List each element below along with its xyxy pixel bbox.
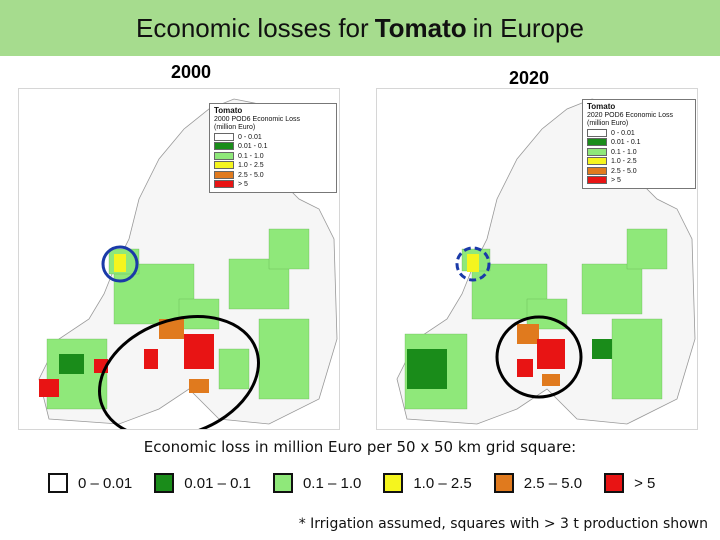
inset-line2: (million Euro) <box>214 124 256 132</box>
legend-label: 0 – 0.01 <box>78 474 133 492</box>
legend-label: 2.5 – 5.0 <box>523 474 583 492</box>
highlight-circle-blue-2000 <box>101 245 139 283</box>
legend-swatch <box>493 473 514 493</box>
legend-swatch <box>272 473 293 493</box>
inset-class-1: 0.01 - 0.1 <box>214 142 332 151</box>
inset-class-4: 2.5 - 5.0 <box>214 170 332 180</box>
inset-class-1: 0.01 - 0.1 <box>587 138 691 147</box>
inset-class-2: 0.1 - 1.0 <box>214 151 332 161</box>
grid-hotspots-2020 <box>407 254 612 389</box>
grid-hotspots-2000 <box>39 254 214 397</box>
highlight-circle-blue-2020 <box>455 246 491 282</box>
inset-line1: 2020 POD6 Economic Loss <box>587 111 673 119</box>
legend-swatch <box>48 473 68 493</box>
map-2000: Tomato 2000 POD6 Economic Loss (million … <box>18 88 340 430</box>
title-suffix: in Europe <box>472 12 584 43</box>
title-crop: Tomato <box>374 12 467 43</box>
legend-item-1: 0.01 – 0.1 <box>154 473 251 493</box>
inset-class-2: 0.1 - 1.0 <box>587 147 691 157</box>
legend-item-3: 1.0 – 2.5 <box>383 473 472 493</box>
map-2020-inset-legend: Tomato 2020 POD6 Economic Loss (million … <box>582 99 696 190</box>
map-2000-inset-legend: Tomato 2000 POD6 Economic Loss (million … <box>209 103 337 194</box>
inset-class-0: 0 - 0.01 <box>214 132 332 142</box>
year-label-2020: 2020 <box>509 68 550 88</box>
legend-item-2: 0.1 – 1.0 <box>272 473 362 493</box>
inset-class-3: 1.0 - 2.5 <box>214 161 332 170</box>
year-label-2000: 2000 <box>171 62 212 82</box>
legend-item-5: > 5 <box>604 473 655 493</box>
legend-swatch <box>154 473 175 493</box>
map-2020: Tomato 2020 POD6 Economic Loss (million … <box>376 88 698 430</box>
legend-swatch <box>604 473 625 493</box>
inset-class-4: 2.5 - 5.0 <box>587 166 691 176</box>
legend-label: 0.01 – 0.1 <box>184 474 251 492</box>
legend-item-4: 2.5 – 5.0 <box>493 473 583 493</box>
inset-class-5: > 5 <box>587 175 691 185</box>
slide-title: Economic losses for Tomato in Europe <box>0 0 720 56</box>
legend-label: 1.0 – 2.5 <box>413 474 472 492</box>
grid-cells-2020 <box>404 228 668 410</box>
main-legend: 0 – 0.01 0.01 – 0.1 0.1 – 1.0 1.0 – 2.5 … <box>48 470 677 496</box>
inset-line1: 2000 POD6 Economic Loss <box>214 115 300 123</box>
highlight-ellipse-black-2000 <box>98 315 260 429</box>
inset-class-3: 1.0 - 2.5 <box>587 157 691 166</box>
inset-class-5: > 5 <box>214 179 332 189</box>
inset-title: Tomato <box>214 106 243 115</box>
title-prefix: Economic losses for <box>136 12 369 43</box>
inset-title: Tomato <box>587 102 616 111</box>
highlight-ellipse-black-2020 <box>495 315 583 399</box>
legend-item-0: 0 – 0.01 <box>48 473 132 493</box>
legend-label: 0.1 – 1.0 <box>302 474 362 492</box>
legend-caption: Economic loss in million Euro per 50 x 5… <box>143 438 577 456</box>
inset-class-0: 0 - 0.01 <box>587 128 691 138</box>
inset-line2: (million Euro) <box>587 120 629 128</box>
legend-swatch <box>383 473 404 493</box>
legend-label: > 5 <box>634 474 656 492</box>
footnote: * Irrigation assumed, squares with > 3 t… <box>298 516 708 532</box>
